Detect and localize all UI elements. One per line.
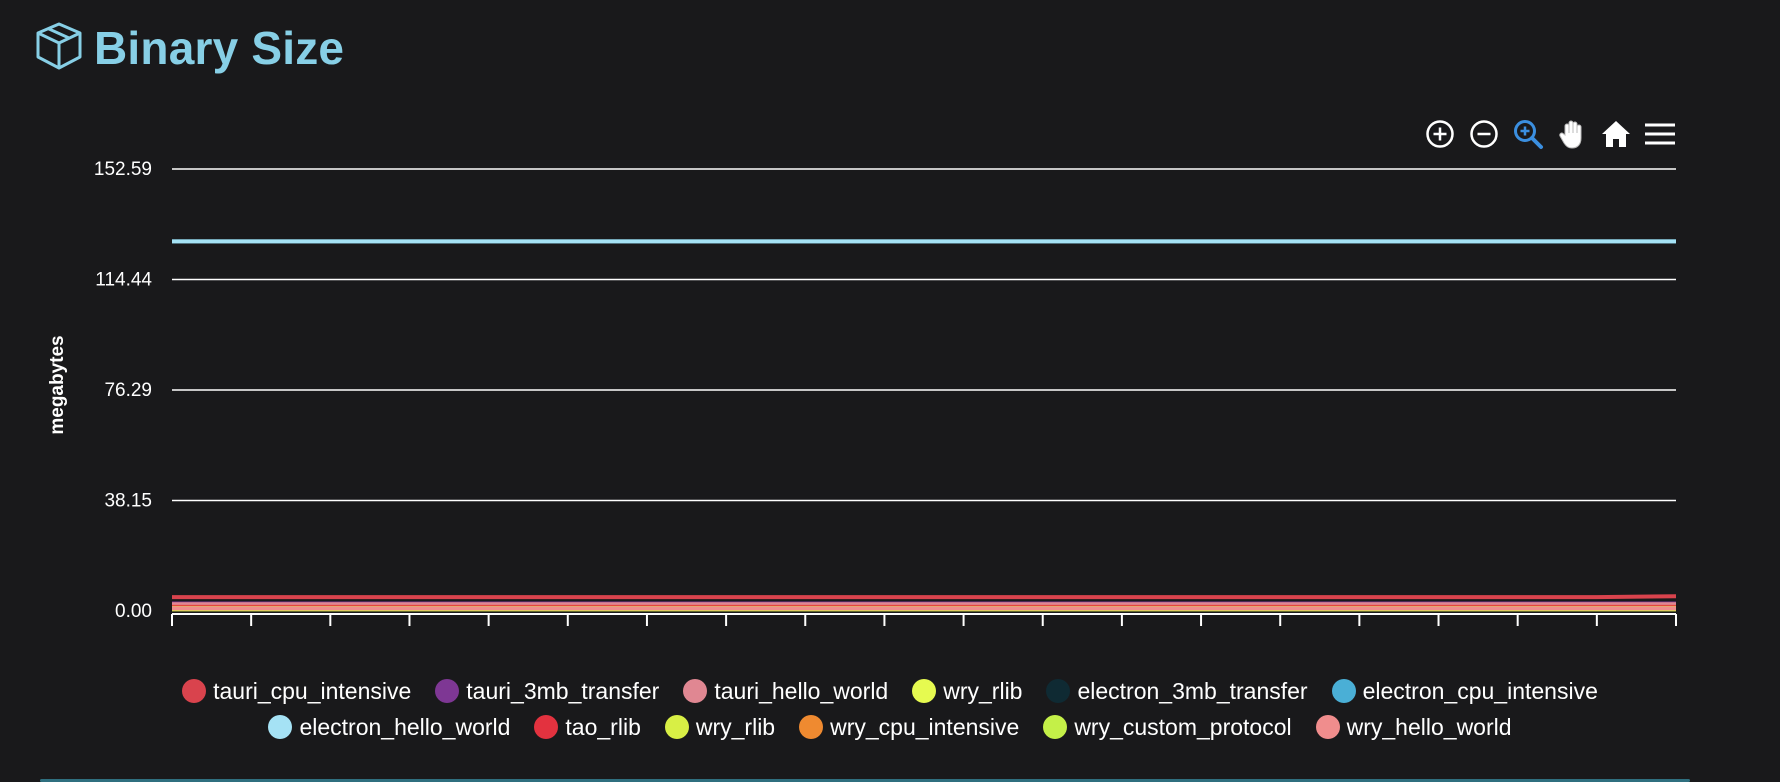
legend-item-tauri_cpu_intensive[interactable]: tauri_cpu_intensive: [182, 678, 411, 705]
chart-legend: tauri_cpu_intensive tauri_3mb_transfer tau…: [100, 676, 1680, 742]
legend-row: tauri_cpu_intensive tauri_3mb_transfer tau…: [182, 676, 1598, 706]
legend-label: wry_rlib: [695, 713, 776, 740]
legend-item-tauri_3mb_transfer[interactable]: tauri_3mb_transfer: [435, 678, 659, 705]
legend-marker: [683, 679, 708, 703]
legend-marker: [435, 679, 460, 703]
chart-toolbar: [1424, 114, 1676, 154]
legend-label: tao_rlib: [565, 713, 641, 740]
legend-item-wry_custom_protocol[interactable]: wry_custom_protocol: [1043, 713, 1292, 741]
chart-header: Binary Size: [34, 18, 344, 78]
legend-marker: [1046, 679, 1071, 703]
legend-item-tao_rlib[interactable]: tao_rlib: [534, 713, 641, 741]
legend-label: electron_cpu_intensive: [1362, 677, 1598, 704]
legend-item-electron_hello_world[interactable]: electron_hello_world: [268, 714, 510, 741]
bottom-scroll-indicator: [40, 779, 1690, 782]
legend-marker: [799, 715, 824, 739]
legend-label: wry_custom_protocol: [1074, 713, 1292, 740]
menu-icon[interactable]: [1644, 118, 1676, 150]
y-tick-label: 38.15: [104, 490, 152, 511]
zoom-in-icon[interactable]: [1424, 118, 1456, 150]
legend-label: tauri_cpu_intensive: [213, 677, 412, 704]
y-tick-label: 0.00: [115, 601, 152, 622]
legend-item-wry_cpu_intensive[interactable]: wry_cpu_intensive: [799, 714, 1019, 741]
legend-marker: [664, 715, 689, 739]
legend-item-wry_hello_world[interactable]: wry_hello_world: [1315, 713, 1512, 741]
reset-zoom-home-icon[interactable]: [1600, 118, 1632, 150]
zoom-out-icon[interactable]: [1468, 118, 1500, 150]
page-title: Binary Size: [94, 22, 345, 74]
zoom-selection-icon[interactable]: [1512, 118, 1544, 150]
legend-marker: [1331, 679, 1356, 703]
legend-marker: [534, 715, 559, 739]
legend-marker: [182, 679, 207, 703]
legend-item-wry_rlib[interactable]: wry_rlib: [912, 678, 1022, 705]
legend-label: wry_cpu_intensive: [830, 713, 1020, 740]
legend-label: wry_hello_world: [1346, 713, 1512, 740]
legend-item-wry_rlib[interactable]: wry_rlib: [664, 713, 776, 741]
legend-label: electron_hello_world: [299, 713, 511, 740]
y-tick-label: 114.44: [95, 270, 152, 291]
legend-label: electron_3mb_transfer: [1077, 677, 1308, 704]
legend-label: wry_rlib: [943, 677, 1023, 704]
legend-marker: [268, 715, 293, 739]
y-tick-label: 152.59: [94, 159, 152, 180]
pan-icon[interactable]: [1556, 118, 1588, 150]
legend-marker: [912, 679, 937, 703]
legend-item-electron_3mb_transfer[interactable]: electron_3mb_transfer: [1046, 677, 1308, 705]
cube-icon: [34, 21, 84, 76]
legend-row: electron_hello_world tao_rlib wry_rlib wry_…: [268, 712, 1512, 742]
legend-label: tauri_hello_world: [714, 677, 889, 704]
legend-label: tauri_3mb_transfer: [466, 677, 660, 704]
legend-marker: [1043, 715, 1068, 739]
legend-item-electron_cpu_intensive[interactable]: electron_cpu_intensive: [1331, 677, 1598, 705]
y-tick-label: 76.29: [104, 380, 152, 401]
series-line-tauri_cpu_intensive: [172, 594, 1677, 600]
y-axis-title: megabytes: [47, 335, 68, 434]
legend-marker: [1315, 715, 1340, 739]
legend-item-tauri_hello_world[interactable]: tauri_hello_world: [683, 678, 888, 705]
